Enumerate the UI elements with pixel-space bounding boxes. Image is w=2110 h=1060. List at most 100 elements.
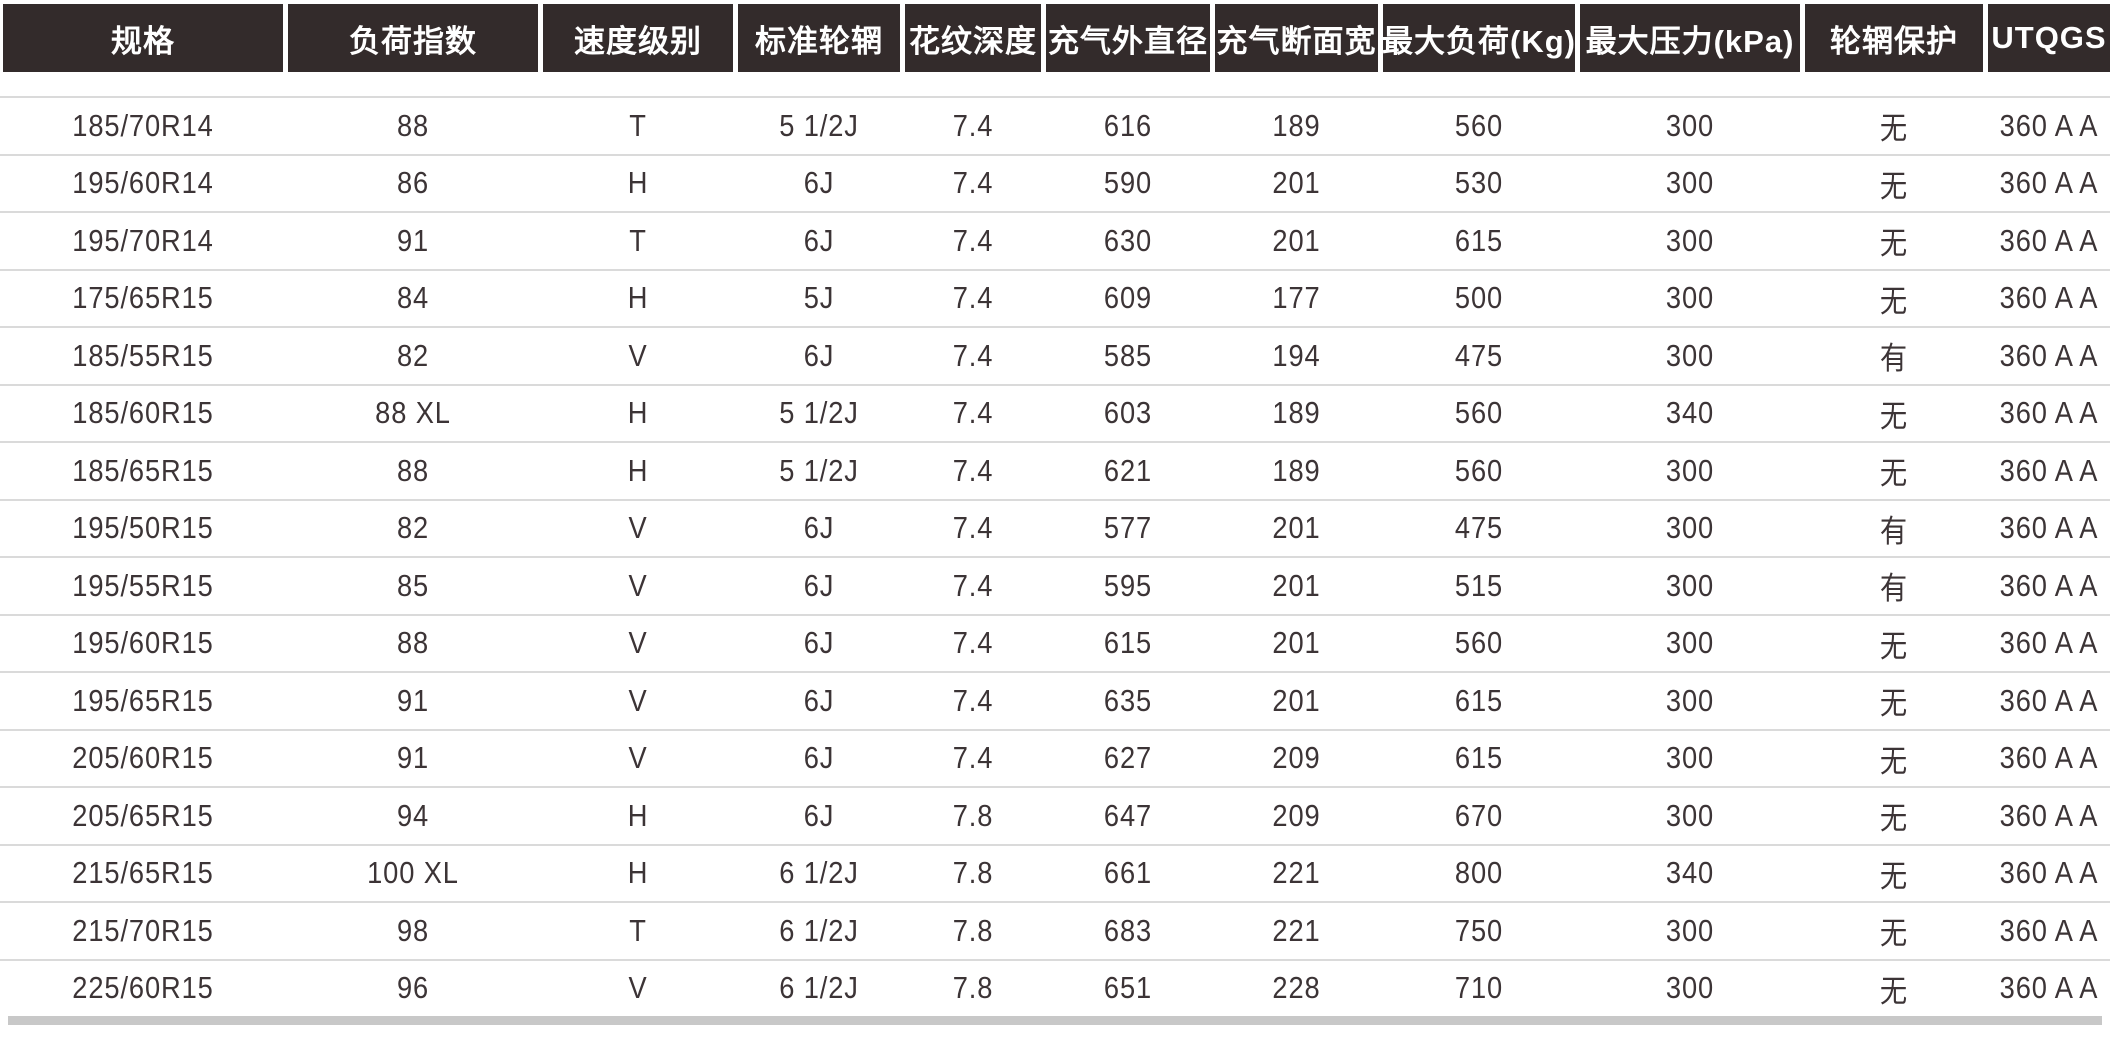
table-cell: 94: [396, 797, 430, 833]
column-header-7: 充气断面宽: [1215, 4, 1378, 72]
table-row: 175/65R15 84 H 5J 7.4 609 177 500 300 无 360 A A: [0, 268, 2110, 326]
table-cell: 7.8: [952, 912, 994, 948]
table-cell: 627: [1103, 740, 1153, 776]
table-row: 185/60R15 88 XL H 5 1/2J 7.4 603 189 560 340 无 360…: [0, 383, 2110, 441]
table-row: 205/65R15 94 H 6J 7.8 647 209 670 300 无 360 A A: [0, 786, 2110, 844]
table-cell: 635: [1103, 682, 1153, 718]
table-cell: 647: [1103, 797, 1153, 833]
table-cell: 300: [1665, 280, 1715, 316]
table-cell: 6 1/2J: [779, 912, 859, 948]
table-cell: V: [628, 567, 648, 603]
table-row: 225/60R15 96 V 6 1/2J 7.8 651 228 710 300 无 360 A …: [0, 958, 2110, 1016]
table-row: 215/65R15 100 XL H 6 1/2J 7.8 661 221 800 340 无 36…: [0, 843, 2110, 901]
table-cell: 177: [1272, 280, 1321, 316]
table-cell: 有: [1879, 571, 1909, 607]
table-cell: 7.4: [952, 395, 994, 431]
table-cell: 有: [1879, 513, 1909, 549]
table-cell: 215/70R15: [72, 912, 214, 948]
table-cell: 5 1/2J: [779, 395, 859, 431]
table-cell: 100 XL: [367, 855, 459, 891]
table-cell: 300: [1665, 337, 1715, 373]
table-cell: 6J: [803, 682, 835, 718]
tire-spec-table: 规格 负荷指数 速度级别 标准轮辋 花纹深度 充气外直径 充气断面宽 最大负荷(Kg) 最大压力…: [0, 4, 2110, 1025]
table-cell: 6 1/2J: [779, 855, 859, 891]
table-cell: 5J: [803, 280, 835, 316]
table-cell: 621: [1103, 452, 1153, 488]
table-cell: 5 1/2J: [779, 107, 859, 143]
table-cell: 88 XL: [375, 395, 451, 431]
table-row: 195/60R14 86 H 6J 7.4 590 201 530 300 无 360 A A: [0, 153, 2110, 211]
table-cell: 185/70R14: [72, 107, 214, 143]
column-header-6: 充气外直径: [1046, 4, 1210, 72]
table-cell: 651: [1103, 970, 1153, 1006]
table-cell: 7.4: [952, 280, 994, 316]
table-cell: 201: [1272, 510, 1321, 546]
table-cell: 577: [1103, 510, 1153, 546]
table-cell: 无: [1879, 168, 1909, 204]
table-cell: 475: [1454, 510, 1504, 546]
table-cell: 6J: [803, 222, 835, 258]
column-header-1: 规格: [3, 4, 283, 72]
table-cell: 595: [1103, 567, 1153, 603]
table-cell: 96: [396, 970, 430, 1006]
table-cell: 无: [1879, 628, 1909, 664]
table-cell: 360 A A: [1999, 740, 2099, 776]
table-cell: H: [627, 452, 649, 488]
table-cell: 7.4: [952, 625, 994, 661]
table-cell: 有: [1879, 341, 1909, 377]
column-header-10: 轮辋保护: [1805, 4, 1983, 72]
table-cell: 603: [1103, 395, 1153, 431]
table-cell: 360 A A: [1999, 682, 2099, 718]
table-cell: 225/60R15: [72, 970, 214, 1006]
column-header-9: 最大压力(kPa): [1580, 4, 1800, 72]
table-cell: 300: [1665, 510, 1715, 546]
table-row: 205/60R15 91 V 6J 7.4 627 209 615 300 无 360 A A: [0, 728, 2110, 786]
table-cell: 84: [396, 280, 430, 316]
column-header-4: 标准轮辋: [738, 4, 900, 72]
table-cell: 360 A A: [1999, 452, 2099, 488]
table-cell: 无: [1879, 456, 1909, 492]
table-cell: 195/60R14: [72, 165, 214, 201]
table-cell: 360 A A: [1999, 912, 2099, 948]
table-cell: 475: [1454, 337, 1504, 373]
table-cell: 300: [1665, 912, 1715, 948]
table-row: 185/55R15 82 V 6J 7.4 585 194 475 300 有 360 A A: [0, 326, 2110, 384]
table-row: 195/55R15 85 V 6J 7.4 595 201 515 300 有 360 A A: [0, 556, 2110, 614]
table-cell: H: [627, 280, 649, 316]
table-cell: 194: [1272, 337, 1321, 373]
table-cell: 360 A A: [1999, 567, 2099, 603]
table-cell: V: [628, 740, 648, 776]
table-cell: 7.4: [952, 682, 994, 718]
table-cell: 300: [1665, 682, 1715, 718]
table-cell: 560: [1454, 107, 1504, 143]
table-cell: 585: [1103, 337, 1153, 373]
table-cell: 300: [1665, 222, 1715, 258]
table-cell: 88: [396, 625, 430, 661]
table-cell: 360 A A: [1999, 970, 2099, 1006]
table-cell: 615: [1103, 625, 1153, 661]
table-cell: 6J: [803, 165, 835, 201]
table-cell: 7.4: [952, 107, 994, 143]
table-cell: H: [627, 797, 649, 833]
table-cell: 360 A A: [1999, 165, 2099, 201]
table-cell: 360 A A: [1999, 625, 2099, 661]
table-cell: T: [629, 222, 647, 258]
table-cell: 无: [1879, 801, 1909, 837]
table-cell: 205/60R15: [72, 740, 214, 776]
table-cell: 86: [396, 165, 430, 201]
table-cell: 195/60R15: [72, 625, 214, 661]
table-cell: 661: [1103, 855, 1153, 891]
table-cell: 515: [1454, 567, 1504, 603]
table-cell: 300: [1665, 452, 1715, 488]
table-cell: 340: [1665, 395, 1715, 431]
table-cell: V: [628, 682, 648, 718]
table-cell: 91: [396, 222, 430, 258]
table-cell: 300: [1665, 740, 1715, 776]
table-cell: 185/60R15: [72, 395, 214, 431]
table-cell: 360 A A: [1999, 337, 2099, 373]
table-cell: 无: [1879, 111, 1909, 147]
table-cell: 616: [1103, 107, 1153, 143]
table-cell: V: [628, 510, 648, 546]
table-cell: 221: [1272, 855, 1321, 891]
table-cell: V: [628, 625, 648, 661]
